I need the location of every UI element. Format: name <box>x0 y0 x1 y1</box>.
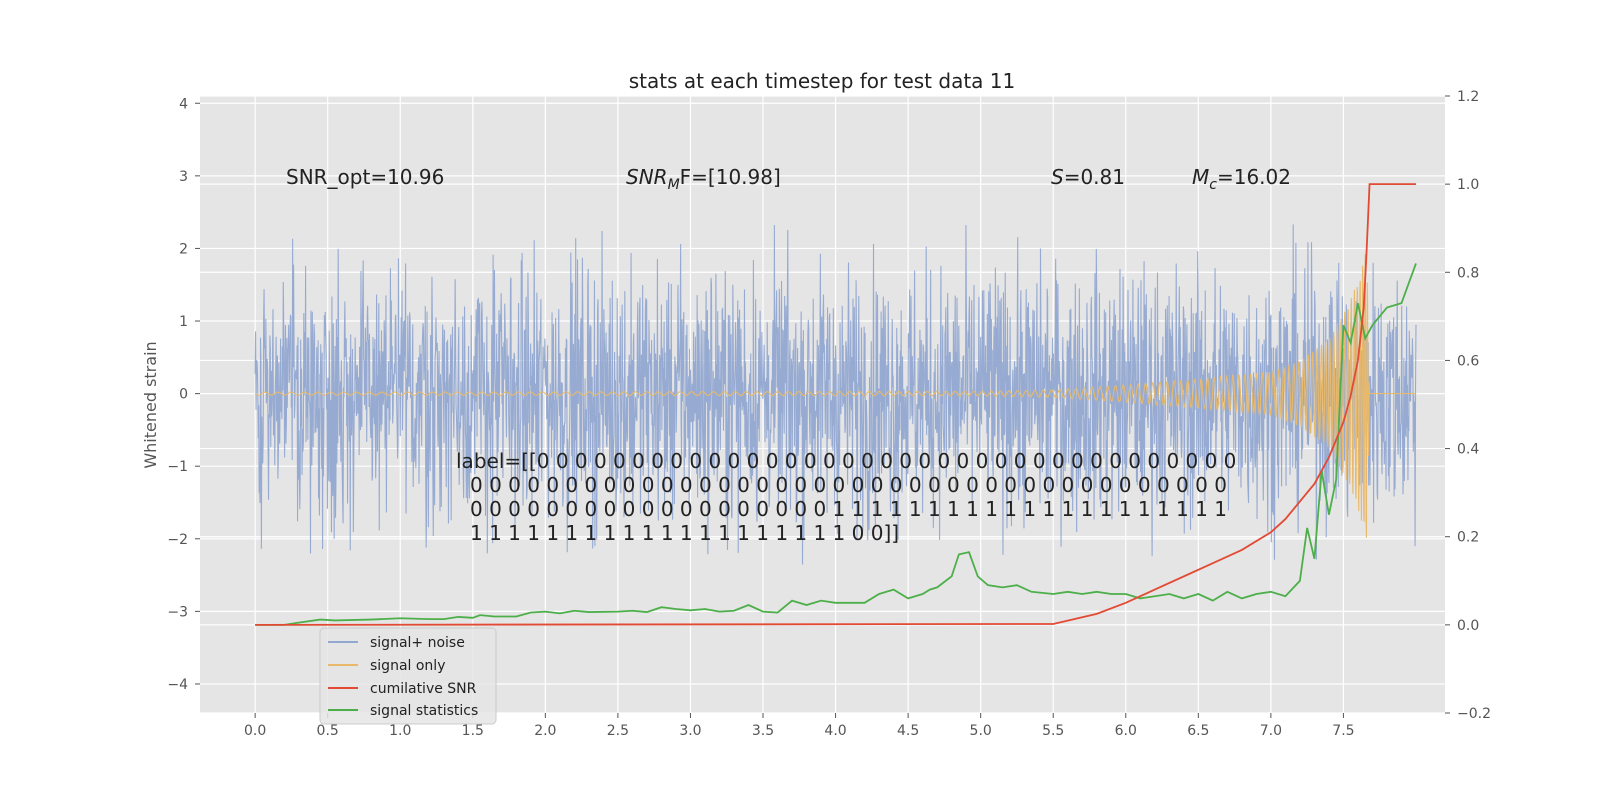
x-tick-label-14: 7.0 <box>1260 723 1282 739</box>
label-line-4: 1 1 1 1 1 1 1 1 1 1 1 1 1 1 1 1 1 1 1 1 … <box>470 521 899 545</box>
y-tick-label-8: −4 <box>167 677 188 693</box>
y-axis-label: Whitened strain <box>141 341 160 468</box>
line-series <box>255 183 1417 626</box>
y2-tick-label-0: 1.2 <box>1457 89 1479 105</box>
y-tick-label-5: −1 <box>167 459 188 475</box>
y2-tick-label-2: 0.8 <box>1457 265 1479 281</box>
x-tick-label-2: 1.0 <box>389 723 411 739</box>
annotation-s: S=0.81 <box>1051 165 1125 189</box>
annotation-snr-opt: SNR_opt=10.96 <box>286 165 444 189</box>
x-tick-label-1: 0.5 <box>317 723 339 739</box>
x-tick-label-5: 2.5 <box>607 723 629 739</box>
y2-tick-label-4: 0.4 <box>1457 442 1479 458</box>
y-tick-label-7: −3 <box>167 604 188 620</box>
y2-tick-label-5: 0.2 <box>1457 530 1479 546</box>
x-tick-label-7: 3.5 <box>752 723 774 739</box>
annotation-s-italic: S <box>1051 165 1064 189</box>
y2-tick-label-1: 1.0 <box>1457 177 1479 193</box>
y-tick-label-6: −2 <box>167 532 188 548</box>
x-tick-label-0: 0.0 <box>244 723 266 739</box>
chart-title: stats at each timestep for test data 11 <box>629 69 1015 93</box>
x-tick-label-13: 6.5 <box>1187 723 1209 739</box>
signal-only-series <box>254 253 1416 538</box>
x-tick-label-4: 2.0 <box>534 723 556 739</box>
annotation-snr-mf-base: SNR <box>626 165 668 189</box>
y-tick-label-3: 1 <box>179 314 188 330</box>
annotation-snr-mf: SNRMF=[10.98] <box>626 165 781 193</box>
label-line-1: label=[[0 0 0 0 0 0 0 0 0 0 0 0 0 0 0 0 … <box>456 449 1236 473</box>
y2-tick-label-6: 0.0 <box>1457 618 1479 634</box>
signal-noise-series <box>254 224 1417 565</box>
legend: signal+ noise signal only cumilative SNR… <box>319 627 497 725</box>
annotation-label: label=[[0 0 0 0 0 0 0 0 0 0 0 0 0 0 0 0 … <box>456 449 1236 545</box>
y-tick-label-2: 2 <box>179 241 188 257</box>
x-tick-label-3: 1.5 <box>462 723 484 739</box>
legend-box <box>319 627 497 725</box>
annotation-mc: Mc=16.02 <box>1192 165 1291 193</box>
annotation-mc-italic: M <box>1192 165 1209 189</box>
signal-noise-line <box>254 224 1417 565</box>
label-line-3: 0 0 0 0 0 0 0 0 0 0 0 0 0 0 0 0 0 0 0 1 … <box>470 497 1227 521</box>
legend-label-signal-statistics: signal statistics <box>370 703 478 719</box>
x-tick-label-12: 6.0 <box>1115 723 1137 739</box>
x-tick-label-11: 5.5 <box>1042 723 1064 739</box>
annotation-snr-mf-sub: M <box>668 177 680 193</box>
signal-only-line <box>254 253 1416 538</box>
x-tick-label-15: 7.5 <box>1332 723 1354 739</box>
signal-statistics-line <box>255 263 1417 626</box>
y2-tick-label-3: 0.6 <box>1457 353 1479 369</box>
x-tick-label-8: 4.0 <box>824 723 846 739</box>
y2-tick-label-7: −0.2 <box>1457 706 1491 722</box>
annotation-s-value: =0.81 <box>1064 165 1125 189</box>
legend-label-cumulative-snr: cumilative SNR <box>370 681 477 697</box>
y-tick-label-0: 4 <box>179 96 188 112</box>
annotation-mc-sub: c <box>1209 177 1217 193</box>
cumulative-snr-line <box>255 183 1416 626</box>
annotation-snr-mf-rest: F=[10.98] <box>680 165 781 189</box>
x-tick-label-9: 4.5 <box>897 723 919 739</box>
annotation-mc-value: =16.02 <box>1217 165 1291 189</box>
legend-label-signal-noise: signal+ noise <box>370 635 465 651</box>
x-tick-label-6: 3.0 <box>679 723 701 739</box>
legend-label-signal-only: signal only <box>370 658 445 674</box>
y-tick-label-4: 0 <box>179 387 188 403</box>
label-line-2: 0 0 0 0 0 0 0 0 0 0 0 0 0 0 0 0 0 0 0 0 … <box>470 473 1227 497</box>
axes: 0.0 0.5 1.0 1.5 2.0 2.5 3.0 3.5 4.0 4.5 5.0 5.5 6.0 6… <box>167 89 1491 739</box>
y-tick-label-1: 3 <box>179 169 188 185</box>
x-tick-label-10: 5.0 <box>970 723 992 739</box>
